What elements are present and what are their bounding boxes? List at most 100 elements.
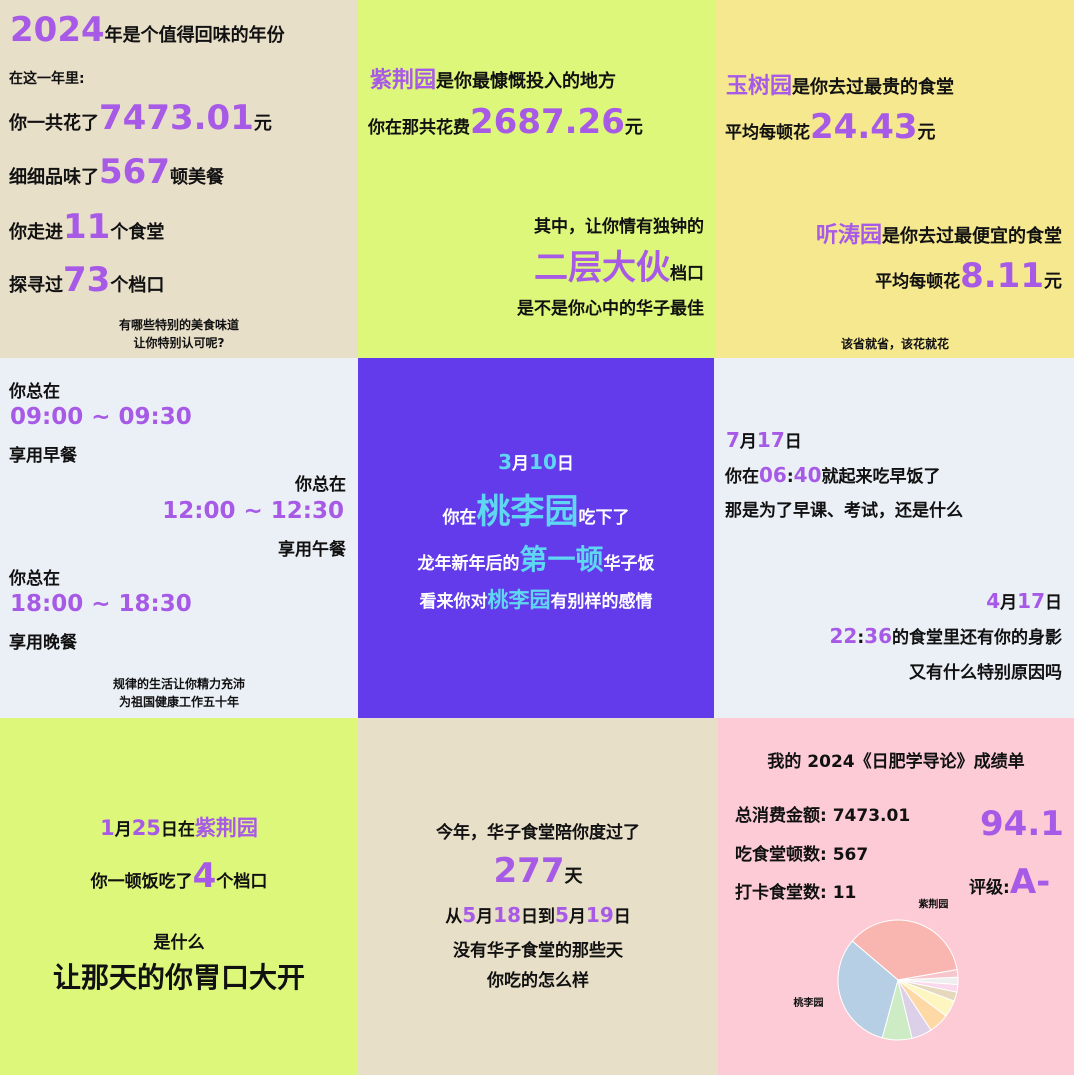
- fav-place-suffix: 是你最慷慨投入的地方: [436, 71, 617, 92]
- gap-line4: 你吃的怎么样: [487, 971, 589, 991]
- spent-line: 你一共花了7473.01元: [9, 98, 272, 138]
- cheap-suffix: 是你去过最便宜的食堂: [882, 226, 1062, 247]
- fav-spent-prefix: 你在那共花费: [368, 118, 470, 138]
- gap-line3: 没有华子食堂的那些天: [453, 941, 623, 961]
- first-meal-feel-suffix: 有别样的感情: [550, 592, 653, 612]
- appetite-month-unit: 月: [114, 820, 132, 840]
- pie-slice-紫荆园: [851, 919, 958, 981]
- gap-end-day: 19: [585, 903, 614, 927]
- gap-end-month: 5: [555, 903, 569, 927]
- stalls-line: 探寻过73个档口: [9, 260, 164, 300]
- early-suffix: 就起来吃早饭了: [821, 467, 941, 487]
- dinner-always: 你总在: [9, 569, 60, 589]
- gap-end-day-unit: 日: [613, 907, 631, 927]
- early-day-unit: 日: [784, 432, 802, 452]
- stalls-prefix: 探寻过: [9, 275, 63, 296]
- appetite-date-line: 1月25日在紫荆园: [0, 812, 358, 842]
- breakfast-time: 09:00 ~ 09:30: [10, 404, 192, 430]
- appetite-stalls-line: 你一顿饭吃了4个档口: [0, 856, 358, 896]
- cheap-avg-value: 8.11: [960, 256, 1044, 296]
- days-count-line: 277天: [358, 851, 718, 891]
- cheap-avg-unit: 元: [1044, 271, 1062, 292]
- late-date: 4月17日: [986, 588, 1062, 613]
- fav-spent-value: 2687.26: [470, 102, 625, 142]
- late-hour: 22: [829, 624, 858, 648]
- late-day: 17: [1017, 589, 1045, 613]
- appetite-headline: 让那天的你胃口大开: [52, 961, 305, 994]
- pie-slice-桃李园: [837, 940, 899, 1039]
- panel-favorite-canteen: 紫荆园是你最慷慨投入的地方 你在那共花费2687.26元 其中，让你情有独钟的 …: [358, 0, 716, 358]
- first-meal-feel-place: 桃李园: [487, 588, 551, 612]
- first-meal-at-prefix: 你在: [442, 508, 477, 528]
- cheap-place: 听涛园: [815, 223, 882, 248]
- first-meal-month: 3: [498, 450, 513, 474]
- report-canteens: 打卡食堂数: 11: [735, 883, 857, 903]
- report-title: 我的 2024《日肥学导论》成绩单: [767, 752, 1025, 772]
- first-meal-line: 龙年新年后的第一顿华子饭: [358, 538, 714, 578]
- first-meal-place: 桃李园: [476, 492, 579, 532]
- first-meal-suffix: 华子饭: [603, 554, 655, 574]
- gap-end-month-unit: 月: [568, 907, 586, 927]
- appetite-stalls-unit: 个档口: [216, 872, 268, 892]
- late-line2: 又有什么特别原因吗: [909, 663, 1062, 683]
- late-day-unit: 日: [1045, 593, 1062, 613]
- cheap-avg-prefix: 平均每顿花: [875, 272, 961, 292]
- appetite-day: 25: [131, 816, 161, 840]
- late-suffix: 的食堂里还有你的身影: [892, 628, 1062, 648]
- appetite-question: 是什么: [153, 933, 205, 953]
- canteens-value: 11: [63, 207, 111, 247]
- expensive-avg-prefix: 平均每顿花: [725, 123, 810, 143]
- first-meal-feel-prefix: 看来你对: [419, 592, 488, 612]
- dinner-label: 享用晚餐: [9, 633, 77, 653]
- price-footnote: 该省就省，该花就花: [840, 337, 949, 351]
- report-meals: 吃食堂顿数: 567: [735, 845, 869, 865]
- footnote-line1: 有哪些特别的美食味道: [118, 318, 239, 332]
- early-hour: 06: [759, 463, 787, 487]
- meals-unit: 顿美餐: [169, 167, 224, 188]
- cheap-line: 听涛园是你去过最便宜的食堂: [816, 217, 1062, 249]
- meal-times-foot1: 规律的生活让你精力充沛: [112, 677, 245, 691]
- intro-text: 在这一年里:: [9, 71, 85, 87]
- gap-start-day: 18: [493, 903, 521, 927]
- dinner-time: 18:00 ~ 18:30: [10, 591, 192, 617]
- pie-label-紫荆园: 紫荆园: [918, 898, 948, 911]
- first-meal-day: 10: [529, 450, 557, 474]
- days-count: 277: [493, 851, 565, 891]
- meal-times-foot2: 为祖国健康工作五十年: [118, 695, 239, 709]
- first-meal-day-unit: 日: [556, 454, 574, 474]
- appetite-month: 1: [100, 816, 115, 840]
- early-minute: 40: [793, 463, 822, 487]
- gap-start-month: 5: [462, 903, 477, 927]
- appetite-day-unit: 日在: [160, 820, 195, 840]
- appetite-stalls-prefix: 你一顿饭吃了: [90, 872, 193, 892]
- panel-yearly-summary: 2024年是个值得回味的年份 在这一年里: 你一共花了7473.01元 细细品味…: [0, 0, 358, 358]
- early-prefix: 你在: [725, 467, 759, 487]
- late-time-line: 22:36的食堂里还有你的身影: [830, 623, 1063, 648]
- days-unit: 天: [564, 866, 583, 887]
- spent-value: 7473.01: [99, 98, 254, 138]
- spent-unit: 元: [253, 113, 272, 134]
- gap-to: 日到: [521, 907, 555, 927]
- appetite-stalls-value: 4: [192, 856, 217, 896]
- report-score: 94.1: [980, 804, 1064, 844]
- early-day: 17: [756, 428, 785, 452]
- panel-days-together: 今年，华子食堂陪你度过了 277天 从5月18日到5月19日 没有华子食堂的那些…: [358, 718, 718, 1075]
- first-meal-at-suffix: 吃下了: [578, 508, 630, 528]
- fav-place-line: 紫荆园是你最慷慨投入的地方: [370, 62, 616, 94]
- report-grade-label: 评级:: [969, 878, 1010, 898]
- gap-from: 从: [445, 907, 463, 927]
- early-month: 7: [726, 428, 740, 452]
- meals-prefix: 细细品味了: [9, 167, 99, 188]
- early-time-line: 你在06:40就起来吃早饭了: [725, 462, 941, 487]
- fav-stall: 二层大伙: [534, 248, 670, 288]
- early-line2: 那是为了早课、考试，还是什么: [725, 501, 963, 521]
- expensive-suffix: 是你去过最贵的食堂: [792, 77, 955, 98]
- spent-prefix: 你一共花了: [9, 113, 99, 134]
- report-grade-line: 评级:A-: [969, 862, 1050, 902]
- fav-spent-unit: 元: [624, 117, 643, 138]
- canteens-prefix: 你走进: [9, 222, 63, 243]
- days-intro: 今年，华子食堂陪你度过了: [436, 823, 640, 843]
- pie-slice-9: [897, 969, 959, 981]
- first-meal-highlight: 第一顿: [519, 543, 604, 576]
